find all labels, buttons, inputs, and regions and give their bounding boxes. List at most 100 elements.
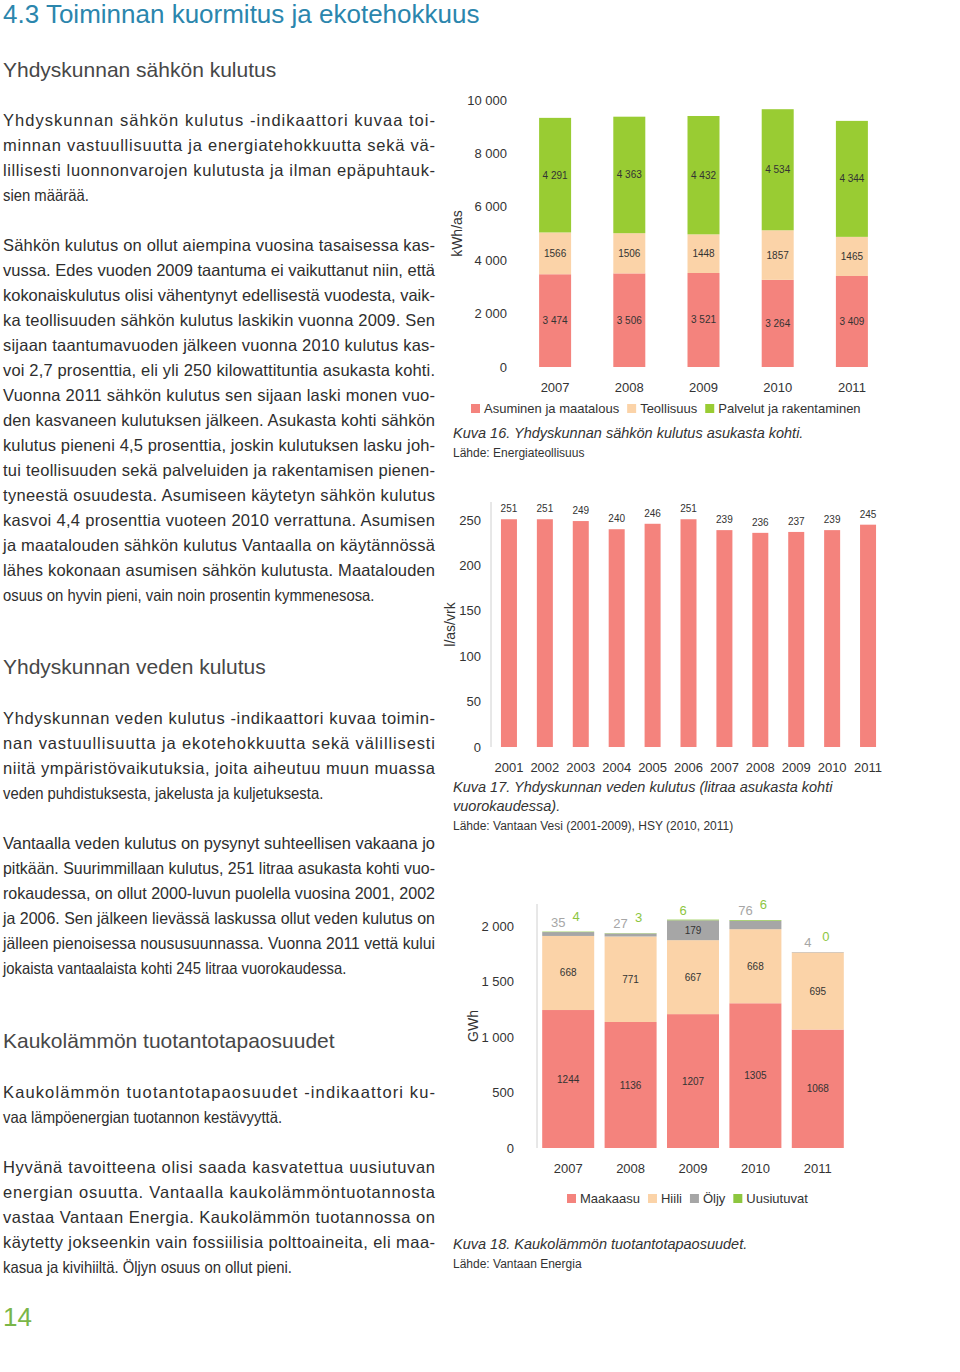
bar xyxy=(613,273,645,367)
legend-label: Teollisuus xyxy=(640,401,698,416)
y-tick-label: 0 xyxy=(500,360,507,375)
bar xyxy=(824,530,840,747)
data-label: 3 506 xyxy=(617,315,642,326)
x-tick-label: 2002 xyxy=(530,760,559,775)
y-tick-label: 200 xyxy=(459,558,481,573)
bar xyxy=(667,940,719,1014)
caption: Kuva 17. Yhdyskunnan veden kulutus (litr… xyxy=(453,779,833,795)
bar xyxy=(667,1014,719,1148)
bar xyxy=(605,936,657,1022)
bar xyxy=(605,1022,657,1148)
bar xyxy=(792,952,844,953)
bar xyxy=(860,525,876,747)
bar xyxy=(716,530,732,747)
body-line: veden puhdistuksesta, jakelusta ja kulje… xyxy=(3,784,323,802)
bar xyxy=(613,233,645,273)
body-line: vastaa Vantaan Energia. Kaukolämmön tuot… xyxy=(3,1208,435,1226)
bar xyxy=(729,921,781,929)
legend-label: Öljy xyxy=(703,1191,726,1206)
body-line: kasua ja kivihiiltä. Öljyn osuus on ollu… xyxy=(3,1258,292,1276)
data-label: 668 xyxy=(747,961,764,972)
bar xyxy=(539,232,571,274)
y-tick-label: 2 000 xyxy=(474,306,507,321)
data-label: 1465 xyxy=(841,251,864,262)
y-tick-label: 0 xyxy=(474,740,481,755)
data-label: 4 344 xyxy=(839,173,864,184)
bar xyxy=(792,952,844,953)
data-label: 4 534 xyxy=(765,164,790,175)
x-tick-label: 2004 xyxy=(602,760,631,775)
body-line: tyneestä osuudesta. Asumiseen käytetyn s… xyxy=(3,486,435,504)
x-tick-label: 2008 xyxy=(616,1161,645,1176)
legend-label: Hiili xyxy=(661,1191,682,1206)
data-label: 1506 xyxy=(618,248,641,259)
document-text: 4.3 Toiminnan kuormitus ja ekotehokkuusY… xyxy=(2,0,479,1332)
body-line: vaa lämpöenergian tuotannon kestävyyttä. xyxy=(3,1108,282,1126)
y-tick-label: 1 000 xyxy=(481,1030,514,1045)
body-line: Yhdyskunnan sähkön kulutus -indikaattori… xyxy=(3,111,435,129)
legend-swatch xyxy=(690,1194,699,1203)
body-line: jokaista vantaalaista kohti 245 litraa v… xyxy=(2,959,346,977)
legend-swatch xyxy=(471,404,480,413)
body-line: vussa. Edes vuoden 2009 taantuma ei vaik… xyxy=(3,261,436,279)
bar xyxy=(729,920,781,922)
y-tick-label: 6 000 xyxy=(474,199,507,214)
data-label: 245 xyxy=(860,509,877,520)
data-label: 1244 xyxy=(557,1074,580,1085)
data-labels: 251251249240246251239236237239245 xyxy=(501,503,877,528)
legend-swatch xyxy=(733,1194,742,1203)
bar xyxy=(688,234,720,273)
source: Lähde: Energiateollisuus xyxy=(453,446,584,460)
axis-title: GWh xyxy=(465,1010,481,1042)
data-label: 3 409 xyxy=(839,316,864,327)
data-labels: 1244668354113677127312076671796130566876… xyxy=(551,897,829,1094)
x-tick-label: 2010 xyxy=(763,380,792,395)
x-tick-label: 2011 xyxy=(838,380,866,395)
bar xyxy=(688,273,720,367)
y-tick-label: 50 xyxy=(467,694,481,709)
data-label: 0 xyxy=(822,929,829,944)
y-tick-label: 0 xyxy=(507,1141,514,1156)
body-line: Sähkön kulutus on ollut aiempina vuosina… xyxy=(3,236,435,254)
x-tick-label: 2009 xyxy=(679,1161,708,1176)
legend-label: Maakaasu xyxy=(580,1191,640,1206)
legend-label: Asuminen ja maatalous xyxy=(484,401,620,416)
body-line: Vuonna 2011 sähkön kulutus sen sijaan la… xyxy=(3,386,435,404)
bar xyxy=(836,237,868,276)
x-tick-label: 2005 xyxy=(638,760,667,775)
bar xyxy=(539,118,571,233)
body-line: energian osuutta. Vantaalla kaukolämmönt… xyxy=(3,1183,436,1201)
bar xyxy=(542,932,594,936)
data-label: 35 xyxy=(551,915,565,930)
body-line: pitkään. Suurimmillaan kulutus, 251 litr… xyxy=(3,859,435,877)
body-line: tui teollisuuden sekä palveluiden ja rak… xyxy=(3,461,435,479)
y-tick-label: 500 xyxy=(492,1085,514,1100)
data-label: 251 xyxy=(680,503,697,514)
bar xyxy=(836,276,868,367)
data-labels: 3 47415664 2913 50615064 3633 52114484 4… xyxy=(543,164,865,329)
x-tick-label: 2011 xyxy=(854,760,882,775)
body-line: niitä ympäristövaikutuksia, joita aiheut… xyxy=(3,759,436,777)
y-axis-line xyxy=(491,502,492,747)
bars xyxy=(539,109,868,367)
body-line: nan vastuullisuutta ja ekotehokkuutta se… xyxy=(3,734,435,752)
x-tick-label: 2010 xyxy=(741,1161,770,1176)
data-label: 1448 xyxy=(692,248,715,259)
body-line: ja 2006. Sen jälkeen lievässä laskussa o… xyxy=(2,909,435,927)
body-line: Hyvänä tavoitteena olisi saada kasvatett… xyxy=(3,1158,435,1176)
data-label: 3 521 xyxy=(691,314,716,325)
x-tick-label: 2008 xyxy=(746,760,775,775)
body-line: Vantaalla veden kulutus on pysynyt suhte… xyxy=(3,834,435,852)
y-tick-label: 250 xyxy=(459,513,481,528)
data-label: 249 xyxy=(572,505,589,516)
bar xyxy=(792,952,844,1029)
body-line: lähes kokonaan asumisen sähkön kulutusta… xyxy=(3,561,435,579)
x-tick-label: 2009 xyxy=(782,760,811,775)
data-label: 3 264 xyxy=(765,318,790,329)
bar xyxy=(729,1003,781,1148)
axis-title: kWh/as xyxy=(449,210,465,257)
data-label: 76 xyxy=(738,903,752,918)
legend-label: Uusiutuvat xyxy=(746,1191,808,1206)
bar xyxy=(762,109,794,230)
y-tick-label: 8 000 xyxy=(474,146,507,161)
